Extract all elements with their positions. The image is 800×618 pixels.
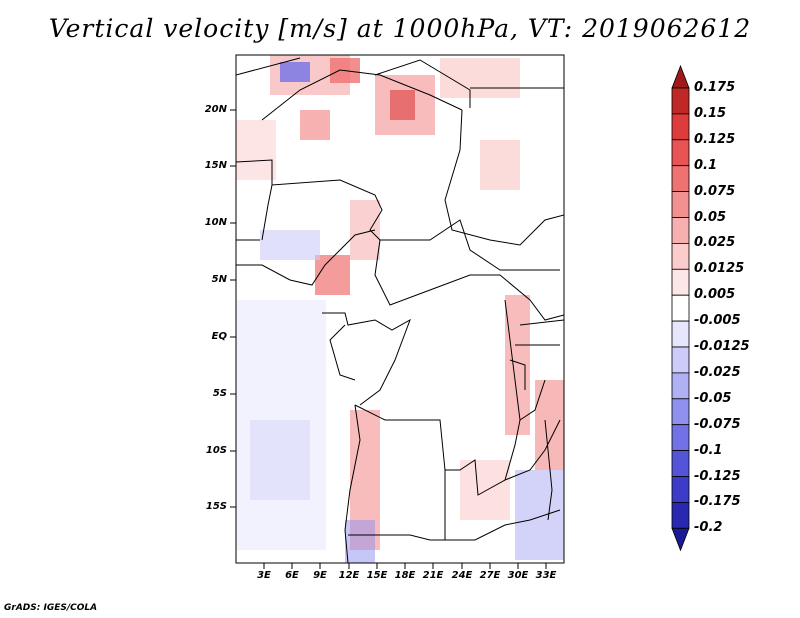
colorbar-label: 0.05 bbox=[694, 209, 727, 225]
lon-label-33e: 33E bbox=[535, 570, 557, 581]
colorbar-label: 0.125 bbox=[694, 131, 736, 147]
colorbar-label: -0.2 bbox=[694, 520, 723, 536]
colorbar-label: 0.1 bbox=[694, 157, 718, 173]
colorbar-label: -0.025 bbox=[694, 364, 741, 380]
colorbar-label: -0.175 bbox=[694, 494, 741, 510]
lon-label-18e: 18E bbox=[394, 570, 416, 581]
lat-label-20n: 20N bbox=[204, 104, 227, 115]
lon-label-27e: 27E bbox=[479, 570, 501, 581]
lat-label-5n: 5N bbox=[211, 274, 227, 285]
lon-label-6e: 6E bbox=[285, 570, 299, 581]
lat-label-10n: 10N bbox=[204, 217, 227, 228]
lon-label-12e: 12E bbox=[338, 570, 360, 581]
colorbar-top-arrow bbox=[671, 64, 690, 89]
colorbar-box bbox=[671, 501, 690, 529]
lat-label-10s: 10S bbox=[205, 445, 227, 456]
country-boundaries bbox=[236, 57, 564, 563]
colorbar-box bbox=[671, 424, 690, 452]
colorbar-label: -0.0125 bbox=[694, 339, 750, 354]
colorbar-label: -0.005 bbox=[694, 313, 741, 329]
colorbar-box bbox=[671, 476, 690, 503]
lon-label-24e: 24E bbox=[451, 570, 473, 581]
colorbar-label: 0.15 bbox=[694, 105, 727, 121]
colorbar-box bbox=[671, 398, 690, 426]
colorbar-box bbox=[671, 450, 690, 477]
lon-label-21e: 21E bbox=[422, 570, 444, 581]
map-title: Vertical velocity [m/s] at 1000hPa, VT: … bbox=[48, 14, 752, 43]
colorbar-label: 0.0125 bbox=[694, 261, 745, 277]
colorbar-label: -0.05 bbox=[694, 390, 732, 406]
colorbar-box bbox=[671, 346, 690, 374]
colorbar-box bbox=[671, 294, 690, 322]
colorbar-box bbox=[671, 268, 690, 296]
colorbar-label: 0.075 bbox=[694, 183, 736, 199]
colorbar-label: -0.075 bbox=[694, 416, 741, 432]
lat-label-15n: 15N bbox=[204, 160, 227, 171]
colorbar-box bbox=[671, 191, 690, 218]
map-frame bbox=[235, 54, 565, 564]
lon-label-15e: 15E bbox=[366, 570, 388, 581]
lon-label-3e: 3E bbox=[257, 570, 271, 581]
lon-label-30e: 30E bbox=[507, 570, 529, 581]
grads-credit: GrADS: IGES/COLA bbox=[4, 603, 98, 613]
lat-label-5s: 5S bbox=[212, 388, 227, 399]
colorbar-label: -0.1 bbox=[694, 442, 723, 458]
colorbar-box bbox=[671, 139, 690, 167]
lat-label-15s: 15S bbox=[205, 501, 227, 512]
colorbar-box bbox=[671, 87, 690, 115]
colorbar-box bbox=[671, 113, 690, 141]
colorbar-box bbox=[671, 217, 690, 244]
colorbar-label: -0.125 bbox=[694, 468, 741, 484]
colorbar-label: 0.175 bbox=[694, 80, 736, 95]
lon-label-9e: 9E bbox=[313, 570, 327, 581]
velocity-field bbox=[236, 55, 564, 563]
colorbar-box bbox=[671, 372, 690, 400]
colorbar-box bbox=[671, 320, 690, 348]
colorbar-label: 0.005 bbox=[694, 287, 736, 303]
colorbar-label: 0.025 bbox=[694, 235, 736, 251]
colorbar-box bbox=[671, 242, 690, 270]
colorbar-bottom-arrow bbox=[671, 527, 690, 552]
colorbar bbox=[671, 64, 690, 552]
lat-label-eq: EQ bbox=[211, 331, 227, 342]
colorbar-box bbox=[671, 165, 690, 192]
